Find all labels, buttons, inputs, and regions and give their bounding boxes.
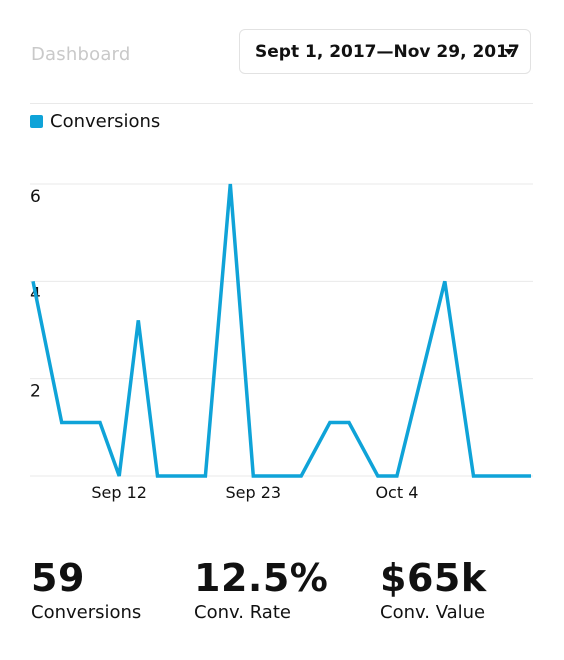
chevron-down-icon [504,49,514,55]
y-tick-label: 6 [30,187,41,207]
y-tick-label: 2 [30,382,41,402]
stat-label: Conversions [31,602,142,623]
date-range-select[interactable]: Sept 1, 2017—Nov 29, 2017 [239,29,531,74]
stat-label: Conv. Value [380,602,486,623]
series-line-conversions [31,183,531,478]
legend-label: Conversions [50,111,161,132]
x-tick-label: Sep 23 [225,483,281,502]
x-tick-label: Sep 12 [91,483,147,502]
stat-value: 59 [31,556,85,600]
x-tick-label: Oct 4 [375,483,418,502]
stat-conv-value: $65k Conv. Value [380,556,487,623]
stat-conv-rate: 12.5% Conv. Rate [194,556,328,623]
chart-legend: Conversions [30,111,160,132]
date-range-value: Sept 1, 2017—Nov 29, 2017 [255,41,520,62]
stat-value: 12.5% [194,556,329,600]
page-title: Dashboard [31,44,131,65]
legend-swatch [30,115,43,128]
stat-value: $65k [380,556,487,600]
stat-conversions: 59 Conversions [31,556,141,623]
header-divider [30,103,533,104]
stat-label: Conv. Rate [194,602,291,623]
